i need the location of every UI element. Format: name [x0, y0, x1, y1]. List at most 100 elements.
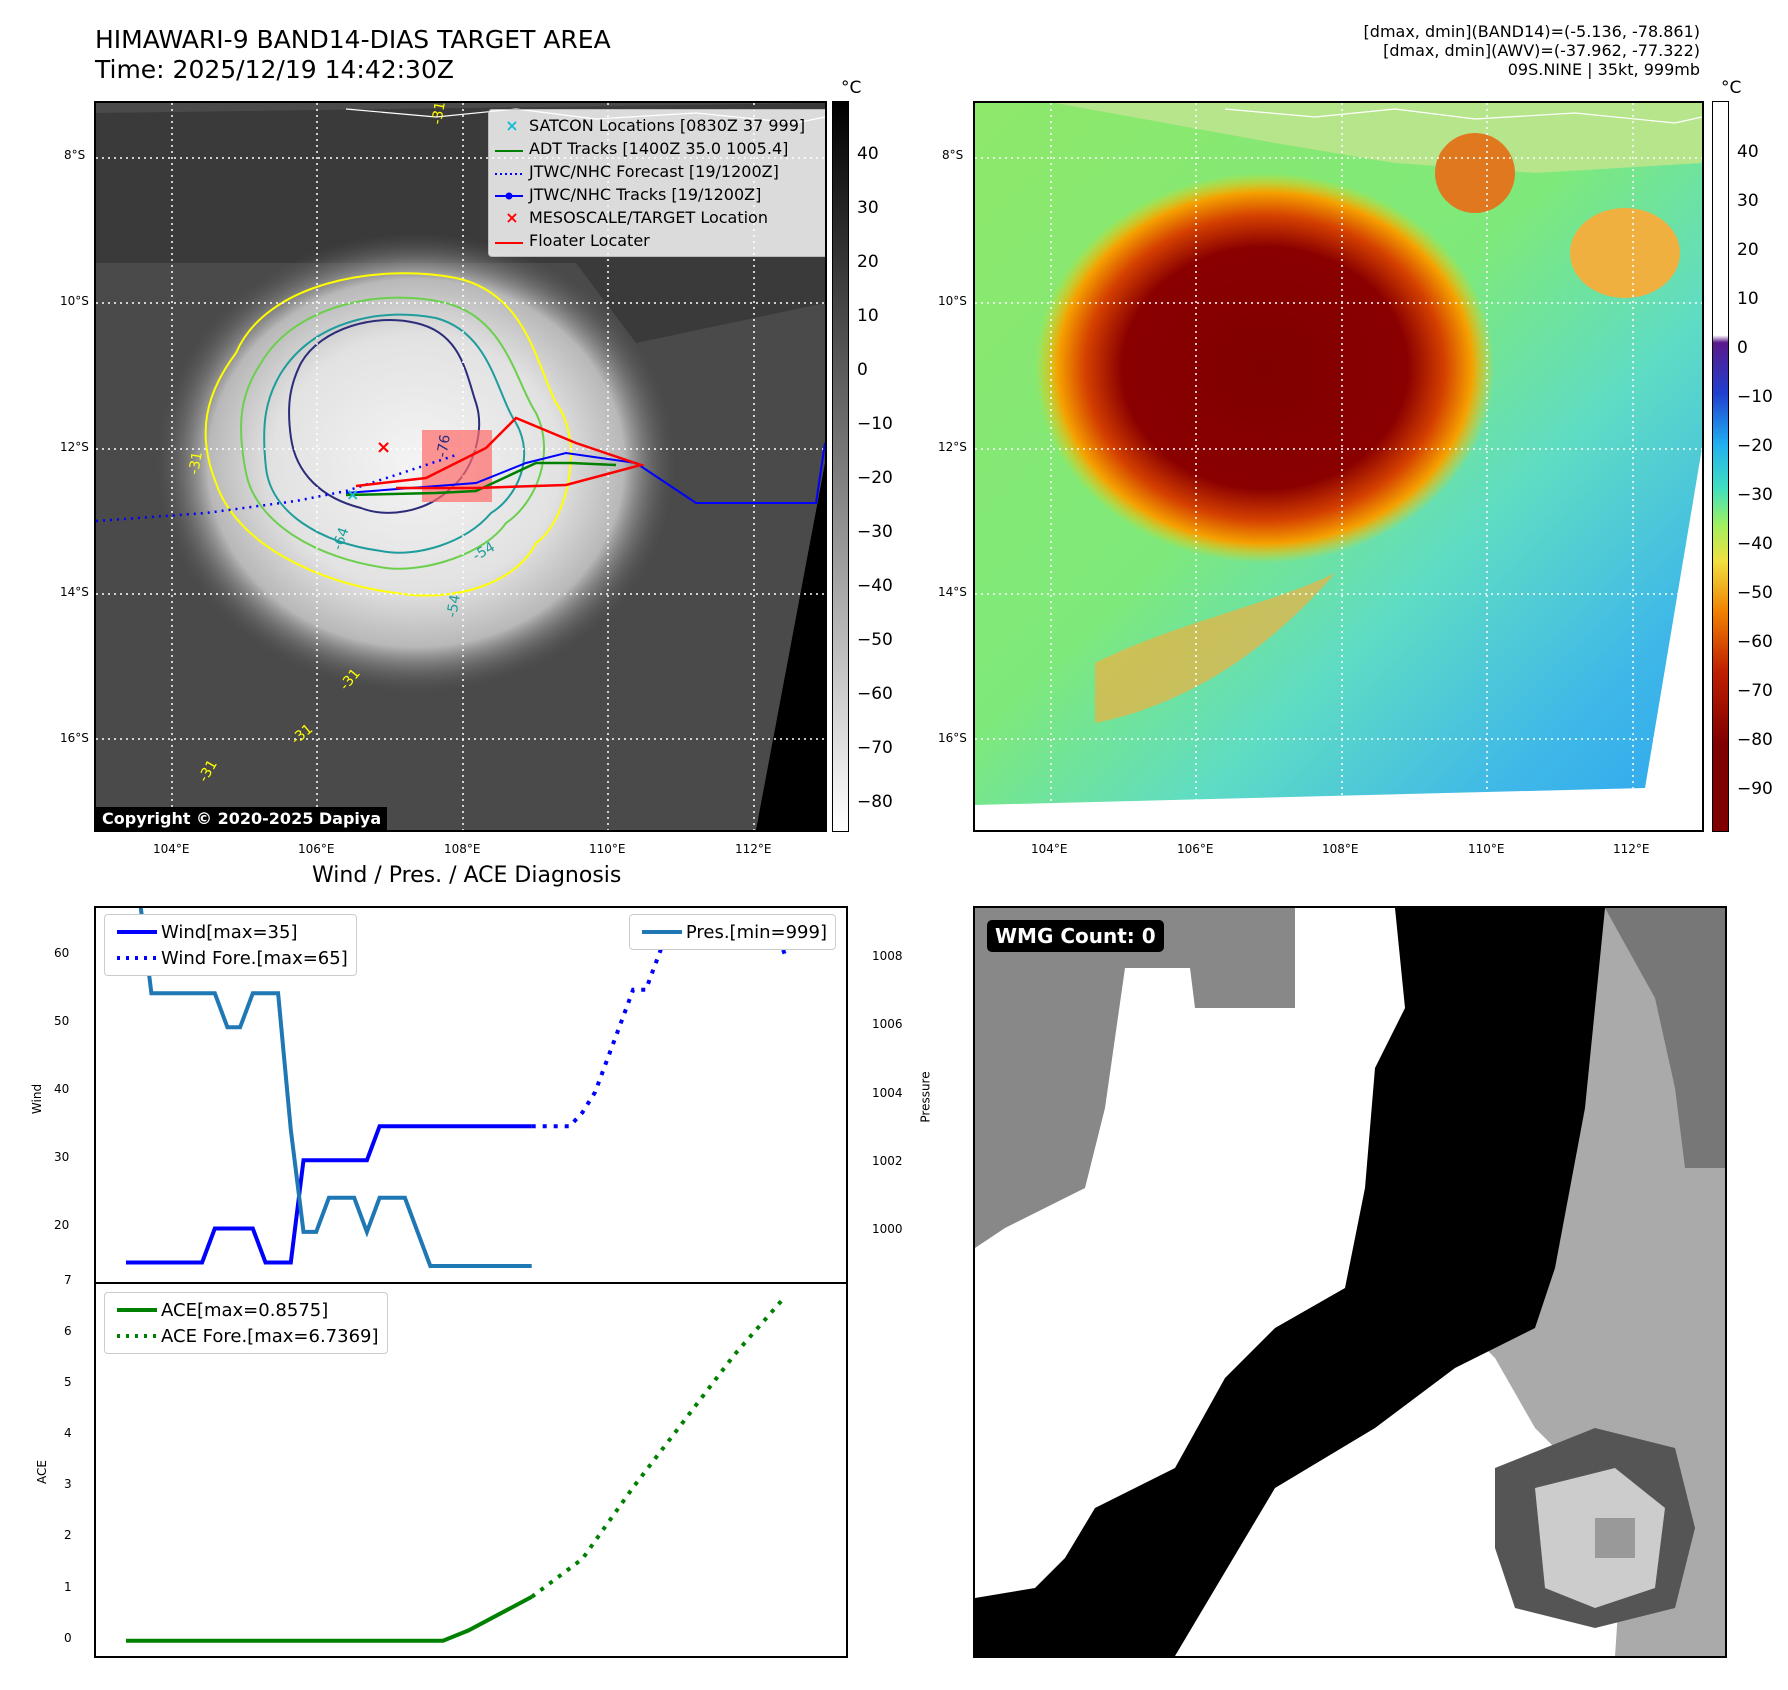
- awv-upper-band: [1055, 103, 1702, 173]
- chart-title: HIMAWARI-9 BAND14-DIAS TARGET AREA: [95, 25, 611, 54]
- wind-ylabel: Wind: [30, 1083, 45, 1115]
- contour-label-31a: -31: [429, 103, 449, 126]
- wind-solid-icon: [117, 930, 157, 934]
- lon-label: 106°E: [1177, 842, 1214, 856]
- cbar-right-tick: 30: [1737, 191, 1759, 211]
- ace-tick: 6: [64, 1324, 72, 1339]
- wind-legend-row: Wind[max=35]: [113, 919, 348, 945]
- ace-solid-icon: [117, 1308, 157, 1312]
- ace-fore-legend-row: ACE Fore.[max=6.7369]: [113, 1323, 379, 1349]
- lat-label: 12°S: [60, 440, 89, 454]
- wind-tick: 60: [54, 945, 70, 960]
- wmg-black-band: [975, 908, 1605, 1656]
- swath-edge: [756, 463, 825, 830]
- wind-legend: Wind[max=35] Wind Fore.[max=65]: [104, 914, 357, 976]
- map-legend: × SATCON Locations [0830Z 37 999] ADT Tr…: [488, 109, 825, 257]
- diagnosis-svg: [96, 908, 846, 1643]
- contour-label-31b: -31: [186, 450, 206, 475]
- contour-label-54b: -54: [444, 593, 464, 618]
- copyright: Copyright © 2020-2025 Dapiya: [96, 807, 388, 830]
- jtwc-tracks-legend-icon: [495, 185, 529, 204]
- legend-label: JTWC/NHC Forecast [19/1200Z]: [529, 162, 779, 181]
- lon-label: 112°E: [1613, 842, 1650, 856]
- adt-track: [345, 461, 617, 497]
- awv-map-panel: [973, 101, 1704, 832]
- ace-legend-row: ACE[max=0.8575]: [113, 1297, 379, 1323]
- awv-cell-northeast: [1570, 208, 1680, 298]
- lon-label: 108°E: [1322, 842, 1359, 856]
- ace-tick: 7: [64, 1273, 72, 1287]
- wind-tick: 40: [54, 1082, 70, 1097]
- cbar-left-tick: −80: [857, 792, 893, 812]
- info-block: [dmax, dmin](BAND14)=(-5.136, -78.861) […: [1364, 22, 1700, 79]
- ace-dotted-icon: [117, 1334, 157, 1338]
- ace-forecast-line: [530, 1295, 787, 1599]
- awv-map-svg: [975, 103, 1702, 830]
- ace-tick: 2: [64, 1528, 72, 1543]
- cloud-mass: [156, 233, 676, 693]
- info-storm: 09S.NINE | 35kt, 999mb: [1507, 60, 1700, 79]
- pres-ylabel: Pressure: [918, 1071, 933, 1123]
- wmg-svg: [975, 908, 1725, 1656]
- floater-locater-track: [355, 416, 646, 490]
- lat-label: 12°S: [938, 440, 967, 454]
- cbar-right-tick: −80: [1737, 730, 1773, 750]
- wind-fore-legend-row: Wind Fore.[max=65]: [113, 945, 348, 971]
- satcon-marker: ×: [346, 485, 359, 504]
- legend-floater: Floater Locater: [495, 229, 825, 252]
- pres-tick: 1002: [872, 1153, 903, 1168]
- chart-time: Time: 2025/12/19 14:42:30Z: [95, 55, 454, 84]
- cbar-left-tick: 10: [857, 306, 879, 326]
- wind-tick: 50: [54, 1013, 70, 1028]
- ace-tick: 5: [64, 1375, 72, 1390]
- floater-legend-icon: [495, 231, 529, 250]
- cbar-right-tick: −30: [1737, 485, 1773, 505]
- legend-label: JTWC/NHC Tracks [19/1200Z]: [529, 185, 762, 204]
- legend-jtwc-forecast: JTWC/NHC Forecast [19/1200Z]: [495, 160, 825, 183]
- cbar-left-tick: −70: [857, 738, 893, 758]
- legend-label: Wind[max=35]: [161, 921, 298, 943]
- lon-label: 108°E: [444, 842, 481, 856]
- cbar-left-tick: −10: [857, 414, 893, 434]
- cbar-right-tick: 40: [1737, 142, 1759, 162]
- awv-grid: [975, 103, 1702, 830]
- ace-ylabel: ACE: [34, 1460, 49, 1484]
- cbar-right-tick: 0: [1737, 338, 1748, 358]
- cbar-left-tick: 30: [857, 198, 879, 218]
- contour-64: [263, 313, 526, 554]
- lon-label: 110°E: [1468, 842, 1505, 856]
- lat-label: 10°S: [938, 294, 967, 308]
- legend-label: ADT Tracks [1400Z 35.0 1005.4]: [529, 139, 789, 158]
- legend-label: Floater Locater: [529, 231, 650, 250]
- mesoscale-legend-icon: ×: [505, 208, 519, 227]
- pres-solid-icon: [641, 930, 682, 934]
- cbar-right-tick: −40: [1737, 534, 1773, 554]
- pres-legend-row: Pres.[min=999]: [638, 919, 827, 945]
- lon-label: 110°E: [589, 842, 626, 856]
- adt-legend-icon: [495, 139, 529, 158]
- cbar-right: [1712, 101, 1729, 832]
- lon-label: 104°E: [153, 842, 190, 856]
- contour-label-76: -76: [434, 433, 454, 458]
- ace-tick: 0: [64, 1630, 72, 1645]
- lat-label: 16°S: [60, 731, 89, 745]
- lon-label: 106°E: [298, 842, 335, 856]
- ace-tick: 3: [64, 1477, 72, 1492]
- cbar-left-tick: −30: [857, 522, 893, 542]
- cbar-left-unit: °C: [841, 78, 862, 98]
- cbar-right-tick: −10: [1737, 387, 1773, 407]
- legend-adt: ADT Tracks [1400Z 35.0 1005.4]: [495, 137, 825, 160]
- contour-54: [240, 296, 545, 570]
- lat-label: 14°S: [938, 585, 967, 599]
- awv-rainband: [1095, 573, 1335, 723]
- lat-label: 14°S: [60, 585, 89, 599]
- cbar-left-tick: −50: [857, 630, 893, 650]
- wind-tick: 20: [54, 1218, 70, 1233]
- lat-label: 8°S: [942, 148, 964, 162]
- legend-label: MESOSCALE/TARGET Location: [529, 208, 768, 227]
- legend-label: SATCON Locations [0830Z 37 999]: [529, 116, 806, 135]
- cbar-left-tick: 0: [857, 360, 868, 380]
- cbar-right-tick: −90: [1737, 779, 1773, 799]
- awv-coastline: [1224, 108, 1702, 124]
- wmg-gray-ne: [1605, 908, 1725, 1168]
